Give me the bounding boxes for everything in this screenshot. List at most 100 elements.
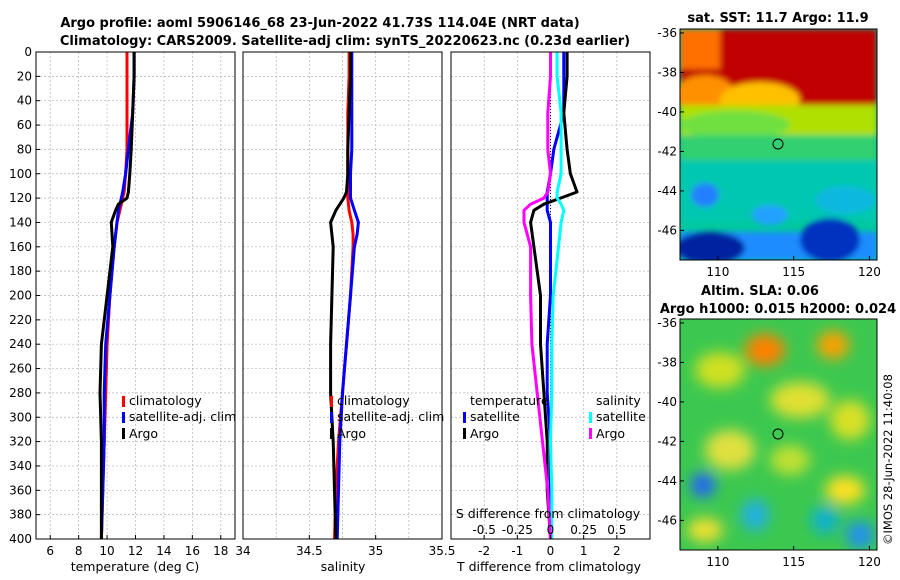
temperature-panel: 0 20 40 60 80 100 120 140 160 180 200 220 240 260 280 3… bbox=[9, 45, 236, 574]
figure-title-line1: Argo profile: aoml 5906146_68 23-Jun-202… bbox=[60, 16, 579, 31]
map-x-tick-label: 115 bbox=[782, 555, 805, 569]
depth-tick-label: 140 bbox=[9, 215, 32, 229]
depth-tick-label: 340 bbox=[9, 459, 32, 473]
legend-swatch-climatology bbox=[330, 396, 333, 407]
s-difference-label: S difference from climatology bbox=[456, 506, 641, 521]
map-x-tick-label: 110 bbox=[706, 555, 729, 569]
s-difference-tick-label: -0.5 bbox=[472, 523, 495, 537]
difference-x-tick-label: 0 bbox=[547, 544, 555, 558]
map-y-tick-label: -46 bbox=[657, 513, 677, 527]
s-difference-tick-label: 0.25 bbox=[570, 523, 597, 537]
series-line-satellite-adj-clim bbox=[335, 52, 360, 540]
series-line-argo bbox=[329, 52, 352, 540]
legend-label-satellite-adj: satellite-adj. clim bbox=[337, 409, 444, 424]
legend-swatch-satellite-adj bbox=[330, 412, 333, 423]
sst-argo-marker bbox=[772, 138, 784, 150]
difference-legend: temperature salinity satellite Argo sate… bbox=[463, 393, 646, 441]
map-y-tick-label: -46 bbox=[657, 223, 677, 237]
sla-heatmap bbox=[680, 319, 877, 550]
depth-tick-label: 120 bbox=[9, 191, 32, 205]
s-difference-tick-label: 0.5 bbox=[607, 523, 626, 537]
legend-swatch-argo bbox=[122, 428, 125, 439]
depth-tick-label: 380 bbox=[9, 508, 32, 522]
map-y-tick-label: -38 bbox=[657, 355, 677, 369]
salinity-x-tick-label: 35.5 bbox=[429, 544, 456, 558]
sst-map-panel: sat. SST: 11.7 Argo: 11.9 bbox=[657, 11, 880, 279]
legend-heading-salinity: salinity bbox=[596, 393, 641, 408]
map-y-tick-label: -42 bbox=[657, 144, 677, 158]
legend-swatch-satellite-adj bbox=[122, 412, 125, 423]
map-y-tick-label: -38 bbox=[657, 65, 677, 79]
series-line-temperature-argo bbox=[529, 52, 579, 540]
sla-map-title-line2: Argo h1000: 0.015 h2000: 0.024 bbox=[660, 302, 896, 317]
difference-x-tick-label: -1 bbox=[511, 544, 523, 558]
map-y-tick-label: -42 bbox=[657, 434, 677, 448]
legend-label-sal-satellite: satellite bbox=[596, 409, 646, 424]
sst-map-title: sat. SST: 11.7 Argo: 11.9 bbox=[687, 11, 868, 26]
map-x-tick-label: 115 bbox=[782, 265, 805, 279]
temperature-x-tick-label: 6 bbox=[46, 544, 54, 558]
legend-swatch-temp-satellite bbox=[463, 412, 466, 423]
depth-tick-label: 400 bbox=[9, 532, 32, 546]
map-x-tick-label: 110 bbox=[706, 265, 729, 279]
difference-x-tick-label: -2 bbox=[478, 544, 490, 558]
salinity-x-tick-label: 34.5 bbox=[296, 544, 323, 558]
depth-tick-label: 260 bbox=[9, 362, 32, 376]
s-difference-tick-label: -0.25 bbox=[502, 523, 533, 537]
depth-tick-label: 320 bbox=[9, 435, 32, 449]
difference-x-tick-label: 2 bbox=[613, 544, 621, 558]
temperature-x-tick-label: 16 bbox=[185, 544, 200, 558]
depth-tick-label: 200 bbox=[9, 289, 32, 303]
series-line-satellite-adj-clim bbox=[99, 52, 136, 540]
map-x-tick-label: 120 bbox=[858, 265, 881, 279]
depth-tick-label: 40 bbox=[17, 94, 32, 108]
depth-tick-label: 240 bbox=[9, 337, 32, 351]
sla-map-panel: Altim. SLA: 0.06 Argo h1000: 0.015 h2000… bbox=[657, 284, 896, 569]
map-y-tick-label: -44 bbox=[657, 184, 677, 198]
salinity-panel: 34 34.5 35 35.5 salinity climatology satell… bbox=[235, 51, 456, 574]
temperature-xlabel: temperature (deg C) bbox=[71, 559, 200, 574]
series-line-argo bbox=[98, 52, 136, 539]
legend-label-sal-argo: Argo bbox=[596, 426, 625, 441]
depth-tick-label: 60 bbox=[17, 118, 32, 132]
map-y-tick-label: -36 bbox=[657, 26, 677, 40]
depth-tick-label: 0 bbox=[24, 45, 32, 59]
temperature-x-tick-label: 10 bbox=[99, 544, 114, 558]
depth-tick-label: 100 bbox=[9, 167, 32, 181]
legend-label-climatology: climatology bbox=[337, 393, 410, 408]
salinity-legend: climatology satellite-adj. clim Argo bbox=[330, 393, 444, 441]
legend-label-climatology: climatology bbox=[129, 393, 202, 408]
depth-tick-label: 360 bbox=[9, 483, 32, 497]
legend-swatch-sal-argo bbox=[589, 428, 592, 439]
legend-swatch-temp-argo bbox=[463, 428, 466, 439]
legend-label-argo: Argo bbox=[337, 426, 366, 441]
depth-tick-label: 180 bbox=[9, 264, 32, 278]
map-y-tick-label: -40 bbox=[657, 395, 677, 409]
sst-heatmap bbox=[680, 29, 877, 260]
legend-label-temp-argo: Argo bbox=[470, 426, 499, 441]
salinity-x-tick-label: 34 bbox=[235, 544, 250, 558]
map-y-tick-label: -40 bbox=[657, 105, 677, 119]
legend-label-argo: Argo bbox=[129, 426, 158, 441]
series-line-salinity-satellite bbox=[549, 52, 566, 539]
map-y-tick-label: -36 bbox=[657, 316, 677, 330]
temperature-x-tick-label: 18 bbox=[213, 544, 228, 558]
depth-tick-label: 220 bbox=[9, 313, 32, 327]
legend-label-satellite-adj: satellite-adj. clim bbox=[129, 409, 236, 424]
difference-x-tick-label: 1 bbox=[580, 544, 588, 558]
legend-heading-temperature: temperature bbox=[470, 393, 549, 408]
legend-swatch-climatology bbox=[122, 396, 125, 407]
depth-tick-label: 160 bbox=[9, 240, 32, 254]
temperature-legend: climatology satellite-adj. clim Argo bbox=[122, 393, 236, 441]
depth-tick-label: 80 bbox=[17, 142, 32, 156]
series-line-salinity-argo bbox=[522, 52, 552, 540]
legend-label-temp-satellite: satellite bbox=[470, 409, 520, 424]
difference-panel: -2 -1 0 1 2 -0.5 -0.25 0 0.25 0.5 S difference f… bbox=[450, 51, 651, 574]
legend-swatch-sal-satellite bbox=[589, 412, 592, 423]
depth-tick-label: 280 bbox=[9, 386, 32, 400]
series-line-temperature-satellite bbox=[545, 52, 566, 539]
temperature-x-tick-label: 14 bbox=[156, 544, 171, 558]
figure-title-line2: Climatology: CARS2009. Satellite-adj cli… bbox=[60, 34, 630, 49]
depth-tick-label: 20 bbox=[17, 69, 32, 83]
